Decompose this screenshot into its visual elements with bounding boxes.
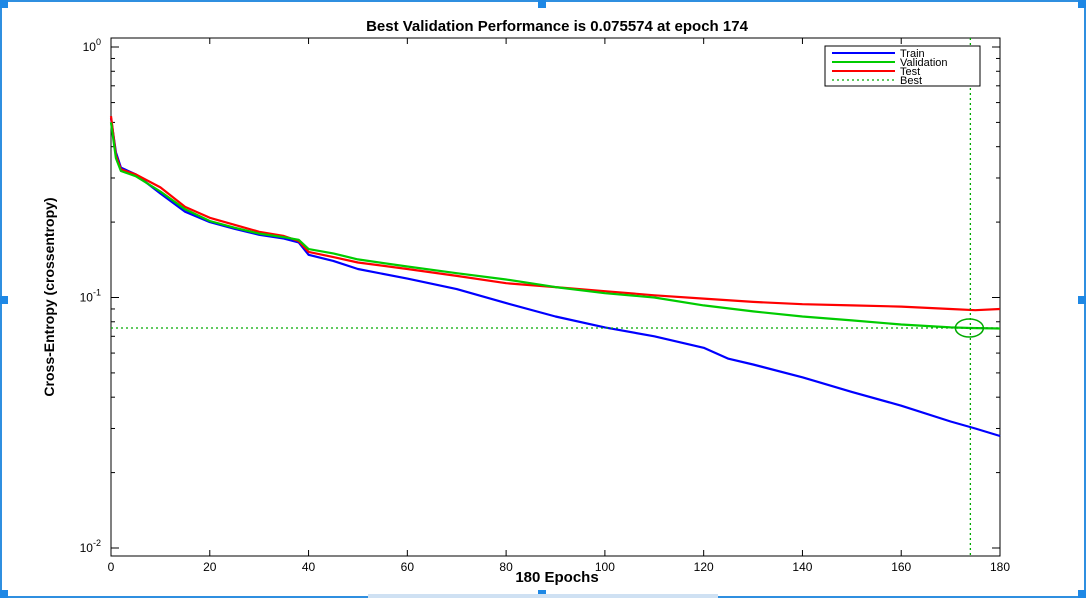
series-line-validation xyxy=(109,122,1001,330)
resize-handle-bottom-right[interactable] xyxy=(1078,590,1086,598)
x-tick-label: 80 xyxy=(499,560,513,574)
x-tick-label: 100 xyxy=(595,560,615,574)
y-tick-exponent: -1 xyxy=(93,288,101,298)
resize-handle-top[interactable] xyxy=(538,0,546,8)
y-tick-exponent: -2 xyxy=(93,538,101,548)
x-tick-label: 140 xyxy=(792,560,812,574)
series-line-test xyxy=(109,115,1001,312)
resize-handle-right[interactable] xyxy=(1078,296,1086,304)
legend-label-test: Test xyxy=(900,66,920,78)
resize-handle-left[interactable] xyxy=(0,296,8,304)
x-tick-label: 180 xyxy=(990,560,1010,574)
resize-handle-top-right[interactable] xyxy=(1078,0,1086,8)
x-tick-label: 160 xyxy=(891,560,911,574)
x-tick-label: 0 xyxy=(108,560,115,574)
x-axis-label: 180 Epochs xyxy=(515,569,598,586)
y-tick-base: 10 xyxy=(80,291,94,305)
bottom-scroll-strip xyxy=(368,594,718,598)
y-tick-label: 100 xyxy=(83,37,101,54)
legend-label-train: Train xyxy=(900,48,925,60)
legend-label-best: Best xyxy=(900,75,922,87)
series-line-train xyxy=(109,117,1001,438)
y-tick-label: 10-2 xyxy=(80,538,101,555)
chart-title: Best Validation Performance is 0.075574 … xyxy=(366,18,749,35)
y-tick-base: 10 xyxy=(80,541,94,555)
y-tick-label: 10-1 xyxy=(80,288,101,305)
x-tick-label: 20 xyxy=(203,560,217,574)
x-tick-label: 60 xyxy=(401,560,415,574)
y-axis-label: Cross-Entropy (crossentropy) xyxy=(41,197,57,396)
best-point-marker xyxy=(954,318,985,338)
legend-label-validation: Validation xyxy=(900,57,948,69)
series-lines xyxy=(109,115,1001,438)
plot-area xyxy=(110,37,1001,557)
y-tick-exponent: 0 xyxy=(96,37,101,47)
x-axis-ticks: 0 20 40 60 80 100 120 140 160 180 xyxy=(108,38,1010,574)
resize-handle-bottom-left[interactable] xyxy=(0,590,8,598)
x-tick-label: 40 xyxy=(302,560,316,574)
y-tick-base: 10 xyxy=(83,40,97,54)
resize-handle-top-left[interactable] xyxy=(0,0,8,8)
x-tick-label: 120 xyxy=(694,560,714,574)
